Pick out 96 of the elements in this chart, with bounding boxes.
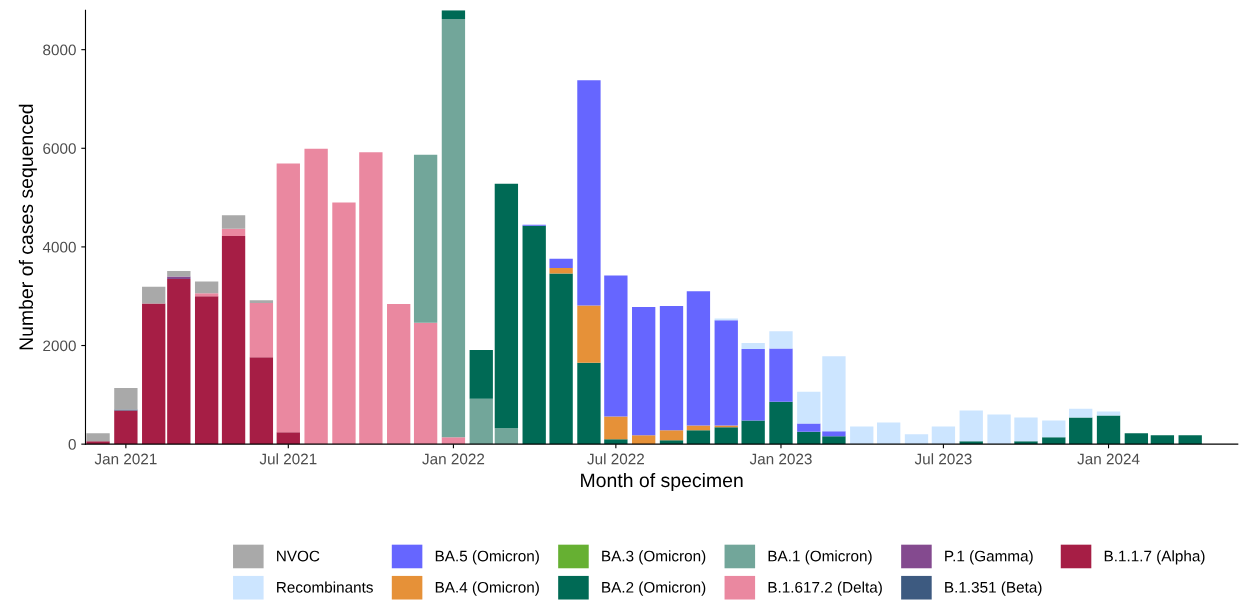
bar [249, 300, 274, 304]
bar [931, 426, 956, 445]
legend-label: BA.2 (Omicron) [602, 581, 706, 596]
bar [714, 320, 738, 426]
bar [604, 416, 628, 440]
bar [549, 268, 573, 274]
bar [850, 426, 874, 445]
bar [822, 431, 846, 437]
bar [359, 152, 383, 445]
legend-label: BA.5 (Omicron) [435, 550, 539, 565]
bar [1014, 417, 1038, 442]
legend-label: BA.4 (Omicron) [435, 581, 539, 596]
bar [142, 303, 166, 445]
y-tick-label: 2000 [43, 340, 76, 352]
bar [769, 348, 793, 402]
bar [741, 343, 765, 349]
bar [221, 215, 246, 229]
bar [387, 304, 411, 445]
y-tick-label: 0 [68, 439, 76, 450]
legend-label: BA.3 (Omicron) [602, 550, 706, 565]
x-tick-label: Jan 2023 [749, 453, 812, 465]
y-tick-label: 8000 [43, 44, 76, 56]
legend-label: BA.1 (Omicron) [768, 550, 872, 565]
bar [413, 322, 438, 445]
y-axis-title: Number of cases sequenced [18, 104, 37, 350]
bar [987, 414, 1011, 445]
bar [249, 357, 274, 445]
x-tick-label: Jul 2023 [914, 453, 972, 465]
x-tick-label: Jul 2022 [587, 453, 644, 465]
bar [577, 305, 601, 363]
bar [959, 410, 983, 442]
bar [304, 148, 328, 445]
x-tick-label: Jan 2021 [94, 453, 157, 465]
bar [332, 202, 356, 445]
bar [549, 258, 573, 269]
bar [167, 276, 191, 279]
bar [822, 356, 846, 432]
x-tick-label: Jan 2022 [422, 453, 485, 465]
bar [114, 410, 138, 445]
bar [659, 430, 684, 441]
bar [86, 433, 110, 442]
bar [577, 362, 601, 445]
bar [276, 163, 300, 433]
bar [1096, 415, 1121, 445]
bar [741, 420, 765, 445]
bar [904, 434, 929, 445]
bar [221, 236, 246, 445]
bar [441, 19, 466, 438]
bar [249, 303, 274, 358]
x-tick-label: Jul 2021 [259, 453, 317, 465]
bar [686, 425, 711, 431]
legend-label: B.1.1.7 (Alpha) [1104, 550, 1205, 565]
bar [549, 273, 573, 445]
bar [114, 387, 138, 410]
legend-label: P.1 (Gamma) [945, 550, 1033, 565]
bar [1042, 420, 1066, 438]
y-tick-label: 4000 [42, 241, 76, 253]
bar [494, 428, 519, 445]
legend-label: B.1.617.2 (Delta) [768, 581, 882, 596]
bar [1124, 433, 1149, 445]
bar [194, 293, 219, 297]
bar [167, 271, 191, 277]
bar [413, 154, 438, 323]
bar [797, 391, 821, 424]
bar [714, 427, 738, 445]
bar [1096, 411, 1121, 416]
bar [276, 432, 300, 445]
bar [632, 307, 656, 436]
bar [686, 430, 711, 445]
bar [741, 348, 765, 421]
bar [142, 286, 166, 304]
bar [1069, 408, 1093, 418]
bar [194, 296, 219, 445]
legend-label: Recombinants [277, 581, 373, 593]
bar [877, 422, 901, 445]
bar [822, 436, 846, 445]
bar [1069, 417, 1093, 445]
bar [469, 398, 493, 445]
bar [494, 183, 519, 429]
legend-label: NVOC [277, 550, 320, 562]
bar [769, 331, 793, 349]
y-tick-label: 6000 [43, 143, 76, 154]
bar [221, 228, 246, 237]
bar [577, 80, 601, 306]
bar [659, 306, 684, 431]
bar [167, 278, 191, 445]
bar [769, 401, 793, 445]
bar [522, 225, 546, 445]
bar [686, 291, 711, 426]
bar [604, 275, 628, 417]
legend-label: B.1.351 (Beta) [945, 581, 1042, 596]
x-axis-title: Month of specimen [581, 472, 743, 492]
bar [469, 349, 493, 399]
bar [194, 281, 219, 294]
bar [797, 423, 821, 432]
x-tick-label: Jan 2024 [1077, 453, 1140, 465]
